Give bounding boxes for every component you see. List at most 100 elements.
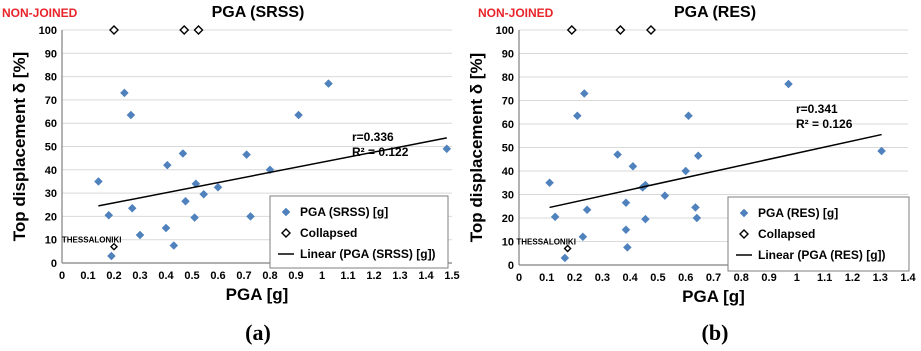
x-tick-label: 1.1 bbox=[340, 270, 355, 282]
y-tick-label: 40 bbox=[45, 165, 57, 177]
x-tick-label: 0.2 bbox=[106, 270, 121, 282]
x-tick-label: 1.3 bbox=[392, 270, 407, 282]
non-joined-tag: NON-JOINED bbox=[2, 6, 78, 20]
x-tick-label: 1 bbox=[794, 272, 800, 284]
y-tick-label: 100 bbox=[496, 25, 514, 37]
panel-label: (a) bbox=[245, 320, 271, 345]
x-tick-label: 0.1 bbox=[539, 272, 554, 284]
collapsed-point bbox=[110, 26, 118, 34]
data-point bbox=[214, 183, 222, 191]
panel-label: (b) bbox=[702, 320, 729, 345]
x-tick-label: 0.7 bbox=[706, 272, 721, 284]
data-point bbox=[693, 214, 701, 222]
x-tick-label: 0.9 bbox=[761, 272, 776, 284]
x-tick-label: 0.3 bbox=[595, 272, 610, 284]
x-tick-label: 0.7 bbox=[236, 270, 251, 282]
r-value-label: r=0.341 bbox=[796, 102, 838, 116]
chart-panel-a: 0 10 20 30 40 50 60 70 80 90 100 0 0.1 0.2 0.3 0.4 0.5 0.… bbox=[2, 4, 460, 345]
x-tick-label: 0.1 bbox=[80, 270, 95, 282]
x-tick-label: 1.1 bbox=[817, 272, 832, 284]
legend-label: Collapsed bbox=[758, 227, 815, 241]
data-point bbox=[325, 80, 333, 88]
x-tick-label: 0.8 bbox=[734, 272, 749, 284]
data-point bbox=[684, 112, 692, 120]
x-tick-label: 0.3 bbox=[132, 270, 147, 282]
x-tick-label: 0.6 bbox=[678, 272, 693, 284]
chart-title: PGA (RES) bbox=[674, 4, 756, 21]
y-tick-label: 80 bbox=[45, 72, 57, 84]
data-point bbox=[785, 80, 793, 88]
data-point bbox=[295, 111, 303, 119]
x-tick-label: 0 bbox=[516, 272, 522, 284]
x-tick-label: 0.2 bbox=[567, 272, 582, 284]
x-tick-label: 1.4 bbox=[900, 272, 916, 284]
x-tick-label: 1.5 bbox=[444, 270, 459, 282]
y-tick-label: 70 bbox=[45, 95, 57, 107]
data-point bbox=[136, 231, 144, 239]
x-tick-label: 1.3 bbox=[873, 272, 888, 284]
x-tick-label: 0.5 bbox=[650, 272, 665, 284]
legend-label: Linear (PGA (SRSS) [g]) bbox=[300, 247, 436, 261]
y-tick-label: 90 bbox=[502, 49, 514, 61]
thessaloniki-label: THESSALONIKI bbox=[62, 236, 122, 245]
chart-panel-b: 0 10 20 30 40 50 60 70 80 90 100 0 0.1 0.2 0.3 0.4 0.5 0.… bbox=[467, 4, 917, 345]
data-point bbox=[551, 213, 559, 221]
data-point bbox=[191, 214, 199, 222]
legend-label: Linear (PGA (RES) [g]) bbox=[758, 248, 886, 262]
data-point bbox=[583, 206, 591, 214]
data-point bbox=[691, 203, 699, 211]
y-tick-label: 30 bbox=[45, 188, 57, 200]
data-point bbox=[163, 161, 171, 169]
data-point bbox=[105, 211, 113, 219]
collapsed-point bbox=[195, 26, 203, 34]
data-point bbox=[661, 192, 669, 200]
data-point bbox=[94, 177, 102, 185]
data-point bbox=[622, 199, 630, 207]
x-tick-label: 0.4 bbox=[622, 272, 638, 284]
x-tick-label: 0.6 bbox=[210, 270, 225, 282]
data-point bbox=[623, 243, 631, 251]
y-tick-label: 50 bbox=[45, 142, 57, 154]
x-tick-label: 1 bbox=[319, 270, 325, 282]
y-tick-label: 90 bbox=[45, 48, 57, 60]
x-tick-label: 0.9 bbox=[288, 270, 303, 282]
y-tick-label: 0 bbox=[51, 258, 57, 270]
data-point bbox=[614, 151, 622, 159]
x-tick-label: 0.4 bbox=[158, 270, 174, 282]
data-point bbox=[878, 147, 886, 155]
legend-label: PGA (SRSS) [g] bbox=[300, 205, 388, 219]
r-value-label: r=0.336 bbox=[352, 130, 394, 144]
x-axis-label: PGA [g] bbox=[226, 285, 289, 304]
data-point bbox=[561, 254, 569, 262]
data-point bbox=[107, 252, 115, 260]
data-point bbox=[682, 167, 690, 175]
data-point bbox=[182, 197, 190, 205]
x-tick-label: 0.8 bbox=[262, 270, 277, 282]
non-joined-tag: NON-JOINED bbox=[478, 6, 554, 20]
data-point bbox=[622, 226, 630, 234]
x-axis-label: PGA [g] bbox=[682, 287, 745, 306]
y-tick-label: 60 bbox=[45, 118, 57, 130]
data-point bbox=[179, 149, 187, 157]
data-point bbox=[120, 89, 128, 97]
y-tick-label: 10 bbox=[502, 237, 514, 249]
legend-label: Collapsed bbox=[300, 226, 357, 240]
y-axis-label: Top displacement δ [%] bbox=[467, 53, 486, 242]
data-point bbox=[170, 242, 178, 250]
y-axis-label: Top displacement δ [%] bbox=[10, 52, 29, 241]
x-tick-label: 0 bbox=[59, 270, 65, 282]
data-point bbox=[200, 190, 208, 198]
y-tick-label: 30 bbox=[502, 190, 514, 202]
collapsed-point bbox=[647, 26, 655, 34]
y-tick-label: 60 bbox=[502, 119, 514, 131]
y-tick-label: 100 bbox=[39, 25, 57, 37]
r-squared-label: R² = 0.126 bbox=[796, 117, 853, 131]
data-point bbox=[128, 204, 136, 212]
legend-label: PGA (RES) [g] bbox=[758, 206, 838, 220]
y-tick-label: 50 bbox=[502, 143, 514, 155]
data-point bbox=[127, 111, 135, 119]
data-point bbox=[580, 89, 588, 97]
data-point bbox=[573, 112, 581, 120]
data-point bbox=[243, 151, 251, 159]
